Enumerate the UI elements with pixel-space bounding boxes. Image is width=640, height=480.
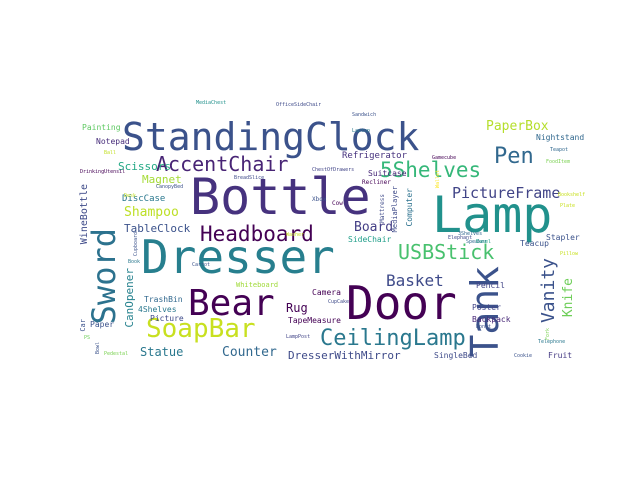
word-usbstick: USBStick (398, 240, 495, 264)
word-plate: Plate (560, 203, 576, 209)
word-singlebed: SingleBed (434, 351, 478, 360)
word-gamecube: Gamecube (432, 155, 457, 161)
word-cupboard: Cupboard (133, 232, 139, 257)
word-sword: Sword (85, 228, 123, 325)
word-lamp: Lamp (432, 186, 553, 244)
word-canopener: CanOpener (123, 268, 136, 328)
word-camera: Camera (312, 288, 341, 297)
word-cloud: Dresser Bottle Lamp Door StandingClock T… (79, 101, 585, 366)
word-washer: Washer (286, 232, 305, 238)
word-accentchair: AccentChair (156, 152, 289, 176)
word-pen: Pen (494, 144, 534, 169)
word-teacup: Teacup (520, 239, 549, 248)
word-canopybed: CanopyBed (156, 184, 184, 190)
word-shampoo: Shampoo (124, 205, 179, 220)
word-5shelves: 5Shelves (380, 158, 482, 182)
word-teapot: Teapot (550, 147, 569, 153)
word-ball: Ball (104, 150, 117, 156)
word-bear: Bear (188, 283, 275, 324)
word-standingclock: StandingClock (122, 115, 420, 159)
word-lamppost: LampPost (286, 334, 311, 340)
word-basket: Basket (386, 271, 444, 290)
word-telephone: Telephone (538, 339, 566, 345)
word-dresserwithmirror: DresserWithMirror (288, 349, 401, 362)
word-donut: Donut (476, 324, 492, 330)
word-car: Car (79, 319, 87, 332)
word-dresser: Dresser (141, 230, 335, 284)
word-headboard: Headboard (200, 222, 314, 246)
word-laptop: Laptop (352, 128, 371, 134)
word-mediaplayer: MediaPlayer (391, 186, 399, 233)
word-bottle: Bottle (190, 168, 371, 226)
word-mattress: Mattress (379, 194, 386, 223)
word-4shelves: 4Shelves (138, 305, 177, 314)
word-ps: PS (84, 335, 91, 341)
word-backpack: Backpack (472, 315, 511, 324)
word-paperbox: PaperBox (486, 119, 549, 134)
word-cookie: Cookie (514, 353, 533, 359)
word-poster: Poster (472, 303, 501, 312)
word-statue: Statue (140, 345, 184, 359)
word-fooditem: FoodItem (546, 159, 571, 165)
word-desk: Desk (124, 193, 137, 199)
word-picture: Picture (150, 314, 184, 323)
word-drinkingutensil: DrinkingUtensil (80, 169, 126, 175)
word-tableclock: TableClock (124, 222, 191, 235)
word-wallet: Wallet (435, 170, 441, 189)
word-sandwich: Sandwich (352, 112, 377, 118)
word-pictureframe: PictureFrame (452, 184, 561, 202)
word-computer: Computer (405, 188, 414, 227)
word-whiteboard: Whiteboard (236, 281, 279, 289)
word-chestofdrawers: ChestOfDrawers (312, 167, 355, 173)
word-scissors: Scissors (118, 160, 171, 173)
word-bowl: Bowl (95, 342, 101, 355)
word-carrot: Carrot (192, 262, 211, 268)
word-speaker: Speaker (466, 239, 488, 245)
word-fruit: Fruit (548, 351, 573, 360)
word-disccase: DiscCase (122, 194, 166, 204)
word-sidechair: SideChair (348, 235, 392, 244)
word-cow: Cow (332, 200, 343, 207)
word-refrigerator: Refrigerator (342, 151, 408, 161)
word-breadslice: BreadSlice (234, 175, 265, 181)
word-suitcase: Suitcase (368, 169, 407, 178)
word-recliner: Recliner (362, 179, 391, 186)
word-pillow: Pillow (560, 251, 579, 257)
word-painting: Painting (82, 123, 121, 132)
word-counter: Counter (222, 345, 277, 360)
word-soapbar: SoapBar (146, 314, 256, 344)
word-easel: Easel (476, 239, 492, 245)
word-trashbin: TrashBin (144, 295, 183, 304)
word-knife: Knife (561, 278, 576, 318)
word-paper: Paper (90, 320, 115, 329)
word-board: Board (354, 220, 394, 235)
word-book: Book (128, 259, 141, 265)
word-officesidechair: OfficeSideChair (276, 102, 322, 108)
word-elephant: Elephant (448, 235, 473, 241)
word-pedestal: Pedestal (104, 351, 129, 357)
word-notepad: Notepad (96, 137, 130, 146)
word-vanity: Vanity (538, 258, 559, 324)
word-cupcake: CupCake (328, 299, 350, 305)
word-winebottle: WineBottle (79, 184, 90, 245)
word-door: Door (346, 276, 457, 330)
word-stapler: Stapler (546, 233, 580, 242)
word-nightstand: Nightstand (536, 133, 585, 142)
word-xbox: Xbox (312, 196, 327, 203)
word-tapemeasure: TapeMeasure (288, 316, 341, 325)
word-magnet: Magnet (142, 173, 182, 186)
word-3shelves: 3Shelves (458, 231, 483, 237)
word-fork: Fork (545, 328, 551, 341)
word-pencil: Pencil (476, 281, 505, 290)
word-rug: Rug (286, 301, 308, 315)
word-bookshelf: Bookshelf (558, 192, 586, 198)
word-ceilinglamp: CeilingLamp (320, 326, 466, 351)
word-mediachest: MediaChest (196, 100, 227, 106)
